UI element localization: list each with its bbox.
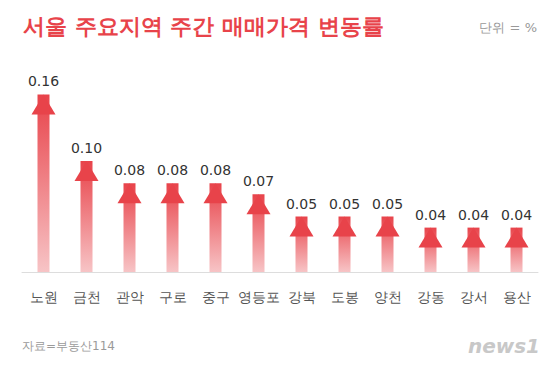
svg-text:0.08: 0.08 <box>114 162 145 178</box>
svg-text:0.08: 0.08 <box>200 162 231 178</box>
svg-text:구로: 구로 <box>159 289 187 305</box>
svg-text:0.04: 0.04 <box>458 207 489 223</box>
svg-text:0.05: 0.05 <box>372 196 403 212</box>
svg-text:강서: 강서 <box>460 289 488 305</box>
svg-text:0.07: 0.07 <box>243 173 274 189</box>
svg-text:news1: news1 <box>468 334 540 358</box>
svg-text:서울 주요지역 주간 매매가격 변동률: 서울 주요지역 주간 매매가격 변동률 <box>23 14 384 39</box>
svg-text:자료=부동산114: 자료=부동산114 <box>22 339 115 353</box>
svg-text:노원: 노원 <box>30 289 58 305</box>
svg-text:강북: 강북 <box>288 289 316 305</box>
svg-text:0.08: 0.08 <box>157 162 188 178</box>
svg-text:강동: 강동 <box>417 289 445 305</box>
svg-text:0.04: 0.04 <box>501 207 532 223</box>
svg-text:중구: 중구 <box>202 289 230 305</box>
svg-text:0.10: 0.10 <box>71 140 102 156</box>
svg-text:용산: 용산 <box>503 289 531 305</box>
svg-text:양천: 양천 <box>374 289 402 305</box>
svg-text:0.16: 0.16 <box>28 73 59 89</box>
svg-text:단위 = %: 단위 = % <box>479 20 537 35</box>
svg-text:도봉: 도봉 <box>331 289 359 305</box>
svg-text:0.05: 0.05 <box>286 196 317 212</box>
svg-text:금천: 금천 <box>73 289 101 305</box>
svg-text:0.04: 0.04 <box>415 207 446 223</box>
svg-text:관악: 관악 <box>116 289 144 305</box>
svg-text:0.05: 0.05 <box>329 196 360 212</box>
svg-text:영등포: 영등포 <box>238 289 280 305</box>
